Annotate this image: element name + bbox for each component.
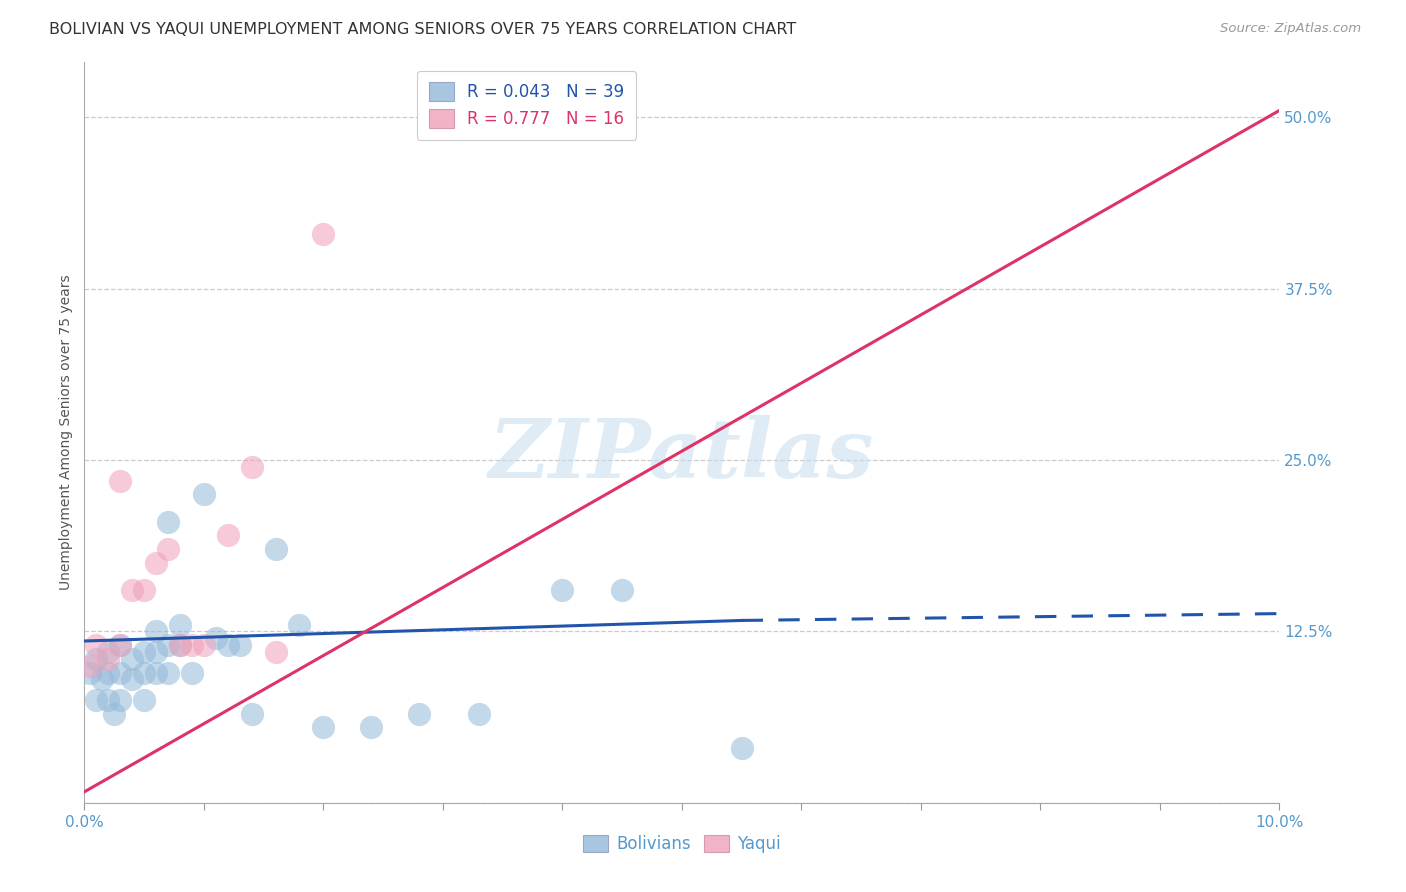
Text: BOLIVIAN VS YAQUI UNEMPLOYMENT AMONG SENIORS OVER 75 YEARS CORRELATION CHART: BOLIVIAN VS YAQUI UNEMPLOYMENT AMONG SEN…	[49, 22, 796, 37]
Point	[264, 645, 287, 659]
Point	[97, 693, 120, 707]
Y-axis label: Unemployment Among Seniors over 75 years: Unemployment Among Seniors over 75 years	[59, 275, 73, 591]
Point	[228, 638, 252, 652]
Point	[110, 474, 132, 488]
Point	[97, 665, 120, 680]
Point	[205, 632, 228, 646]
Point	[121, 652, 143, 666]
Point	[132, 645, 156, 659]
Point	[145, 665, 167, 680]
Point	[217, 638, 239, 652]
Point	[157, 515, 180, 529]
Point	[86, 638, 108, 652]
Point	[240, 706, 263, 721]
Point	[103, 706, 125, 721]
Point	[181, 665, 204, 680]
Point	[110, 638, 132, 652]
Point	[312, 720, 335, 734]
Point	[145, 624, 167, 639]
Point	[145, 556, 167, 570]
Text: ZIPatlas: ZIPatlas	[489, 415, 875, 495]
Point	[79, 658, 101, 673]
Text: Source: ZipAtlas.com: Source: ZipAtlas.com	[1220, 22, 1361, 36]
Point	[157, 665, 180, 680]
Point	[110, 665, 132, 680]
Point	[91, 673, 114, 687]
Point	[169, 638, 191, 652]
Point	[121, 583, 143, 598]
Point	[240, 459, 263, 474]
Point	[612, 583, 634, 598]
Point	[97, 652, 120, 666]
Point	[110, 693, 132, 707]
Point	[169, 617, 191, 632]
Point	[132, 693, 156, 707]
Legend: Bolivians, Yaqui: Bolivians, Yaqui	[575, 826, 789, 861]
Point	[110, 638, 132, 652]
Point	[132, 583, 156, 598]
Point	[79, 665, 101, 680]
Point	[731, 741, 754, 756]
Point	[193, 487, 215, 501]
Point	[132, 665, 156, 680]
Point	[145, 645, 167, 659]
Point	[157, 638, 180, 652]
Point	[193, 638, 215, 652]
Point	[86, 652, 108, 666]
Point	[121, 673, 143, 687]
Point	[157, 542, 180, 557]
Point	[97, 645, 120, 659]
Point	[551, 583, 574, 598]
Point	[360, 720, 382, 734]
Point	[408, 706, 430, 721]
Point	[288, 617, 311, 632]
Point	[217, 528, 239, 542]
Point	[169, 638, 191, 652]
Point	[468, 706, 491, 721]
Point	[312, 227, 335, 241]
Point	[181, 638, 204, 652]
Point	[264, 542, 287, 557]
Point	[86, 693, 108, 707]
